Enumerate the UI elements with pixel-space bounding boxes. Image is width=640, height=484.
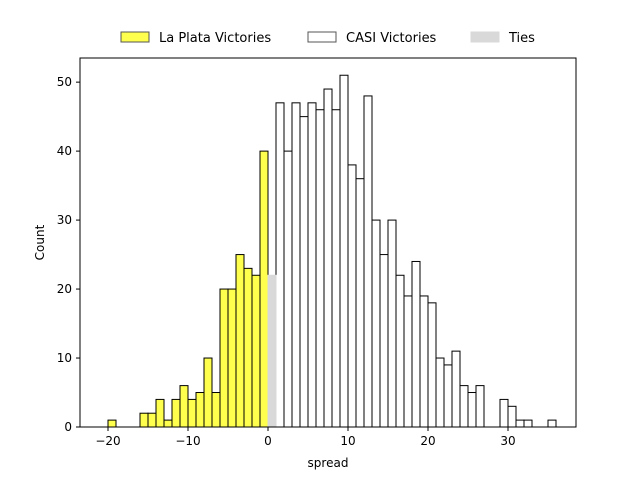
bar-la-plata-victories xyxy=(203,357,213,428)
legend-label-casi: CASI Victories xyxy=(346,31,437,46)
bar-la-plata-victories xyxy=(259,150,269,428)
bar-casi-victories xyxy=(515,419,525,428)
bar-casi-victories xyxy=(475,385,485,428)
bar-la-plata-victories xyxy=(211,392,221,428)
bar-casi-victories xyxy=(451,350,461,428)
y-tick-label: 50 xyxy=(57,75,72,89)
bar-la-plata-victories xyxy=(251,274,261,428)
bar-la-plata-victories xyxy=(155,398,165,428)
x-tick-label: 20 xyxy=(420,434,435,448)
y-tick-label: 40 xyxy=(57,144,72,158)
bar-casi-victories xyxy=(347,164,357,428)
legend-label-ties: Ties xyxy=(508,31,535,46)
bar-la-plata-victories xyxy=(179,385,189,428)
bar-la-plata-victories xyxy=(187,398,197,428)
bars-layer xyxy=(107,74,557,428)
bar-casi-victories xyxy=(459,385,469,428)
x-axis-label: spread xyxy=(308,456,349,470)
bar-la-plata-victories xyxy=(195,392,205,428)
bar-casi-victories xyxy=(395,274,405,428)
bar-la-plata-victories xyxy=(171,398,181,428)
bar-casi-victories xyxy=(339,74,349,428)
bar-casi-victories xyxy=(387,219,397,428)
bar-la-plata-victories xyxy=(227,288,237,428)
bar-la-plata-victories xyxy=(235,254,245,428)
bar-la-plata-victories xyxy=(107,419,117,428)
bar-casi-victories xyxy=(315,109,325,428)
y-tick-label: 10 xyxy=(57,351,72,365)
x-tick-label: 30 xyxy=(500,434,515,448)
bar-casi-victories xyxy=(419,295,429,428)
bar-casi-victories xyxy=(275,102,285,428)
legend-swatch-la-plata xyxy=(120,31,150,43)
bar-la-plata-victories xyxy=(147,412,157,428)
bar-casi-victories xyxy=(507,405,517,428)
y-tick-label: 30 xyxy=(57,213,72,227)
bar-casi-victories xyxy=(299,116,309,428)
bar-casi-victories xyxy=(411,260,421,428)
y-axis-label: Count xyxy=(33,224,47,260)
bar-ties xyxy=(267,274,277,428)
bar-casi-victories xyxy=(355,178,365,428)
bar-casi-victories xyxy=(547,419,557,428)
axes-layer: −20 −10 0 10 20 30 0 10 20 30 40 50 xyxy=(57,57,577,448)
bar-la-plata-victories xyxy=(219,288,229,428)
bar-casi-victories xyxy=(523,419,533,428)
bar-la-plata-victories xyxy=(163,419,173,428)
bar-casi-victories xyxy=(331,109,341,428)
bar-casi-victories xyxy=(291,102,301,428)
bar-la-plata-victories xyxy=(243,267,253,428)
y-tick-label: 20 xyxy=(57,282,72,296)
legend: La Plata Victories CASI Victories Ties xyxy=(120,31,535,46)
legend-swatch-ties xyxy=(470,31,500,43)
bar-casi-victories xyxy=(403,295,413,428)
x-tick-label: 0 xyxy=(264,434,272,448)
bar-casi-victories xyxy=(371,219,381,428)
bar-casi-victories xyxy=(443,364,453,428)
bar-casi-victories xyxy=(379,254,389,428)
bar-casi-victories xyxy=(283,150,293,428)
y-tick-label: 0 xyxy=(64,420,72,434)
bar-casi-victories xyxy=(323,88,333,428)
x-tick-label: 10 xyxy=(340,434,355,448)
legend-swatch-casi xyxy=(307,31,337,43)
x-tick-label: −10 xyxy=(175,434,200,448)
legend-label-la-plata: La Plata Victories xyxy=(159,31,271,46)
bar-casi-victories xyxy=(363,95,373,428)
bar-casi-victories xyxy=(307,102,317,428)
bar-casi-victories xyxy=(427,302,437,428)
x-tick-label: −20 xyxy=(95,434,120,448)
bar-la-plata-victories xyxy=(139,412,149,428)
plot-frame xyxy=(79,57,577,428)
bar-casi-victories xyxy=(467,392,477,428)
bar-casi-victories xyxy=(499,398,509,428)
bar-casi-victories xyxy=(435,357,445,428)
